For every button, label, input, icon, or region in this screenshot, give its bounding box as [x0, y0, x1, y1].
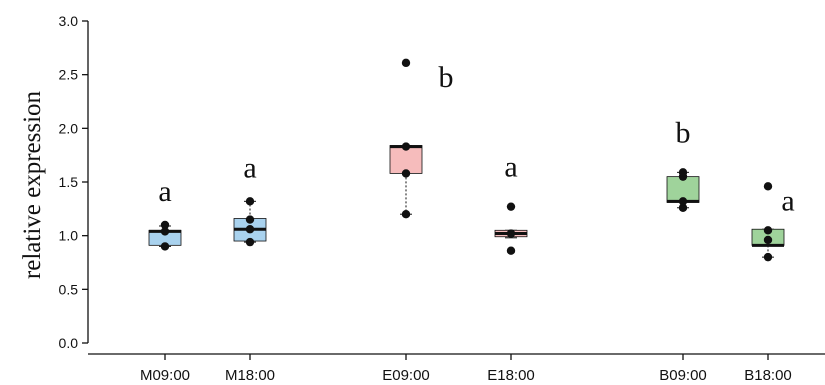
data-point [401, 58, 411, 68]
data-point [506, 229, 516, 238]
data-point [678, 168, 688, 177]
box-iqr [389, 145, 423, 174]
data-point [678, 197, 688, 206]
data-point [763, 226, 773, 235]
axes: 0.0 0.5 1.0 1.5 2.0 2.5 3.0 M09:00 M18:00 E09:00 E… [59, 13, 825, 384]
y-axis-title: relative expression [19, 90, 46, 279]
data-point [245, 237, 255, 247]
y-tick-label: 3.0 [59, 13, 79, 29]
data-point [763, 235, 773, 245]
data-point [401, 210, 411, 219]
data-point [245, 225, 255, 234]
significance-letter: a [504, 151, 517, 184]
x-tick-label: B18:00 [744, 367, 792, 384]
data-points [160, 58, 773, 262]
data-point [763, 252, 773, 262]
data-point [401, 169, 411, 178]
data-point [678, 203, 688, 212]
y-tick-label: 0.0 [59, 335, 79, 351]
x-tick-label: M18:00 [225, 367, 275, 384]
x-tick-label: B09:00 [659, 367, 707, 384]
x-tick-label: E18:00 [487, 367, 535, 384]
y-tick-label: 0.5 [59, 281, 79, 297]
significance-letter: b [676, 116, 691, 149]
significance-letter: a [781, 184, 794, 217]
data-point [160, 227, 170, 236]
data-point [763, 182, 773, 191]
data-point [506, 202, 516, 211]
x-tick-label: M09:00 [140, 367, 190, 384]
significance-letters: a a b a b a [158, 61, 794, 217]
significance-letter: a [243, 151, 256, 184]
y-tick-label: 1.0 [59, 228, 79, 244]
data-point [245, 215, 255, 224]
data-point [160, 242, 170, 251]
y-tick-label: 2.0 [59, 120, 79, 136]
significance-letter: b [439, 61, 454, 94]
significance-letter: a [158, 175, 171, 208]
data-point [245, 197, 255, 206]
data-point [160, 220, 170, 230]
y-tick-label: 1.5 [59, 174, 79, 190]
y-tick-label: 2.5 [59, 67, 79, 83]
data-point [401, 142, 411, 151]
x-tick-label: E09:00 [382, 367, 430, 384]
box-E09:00 [389, 145, 423, 215]
data-point [506, 246, 516, 255]
